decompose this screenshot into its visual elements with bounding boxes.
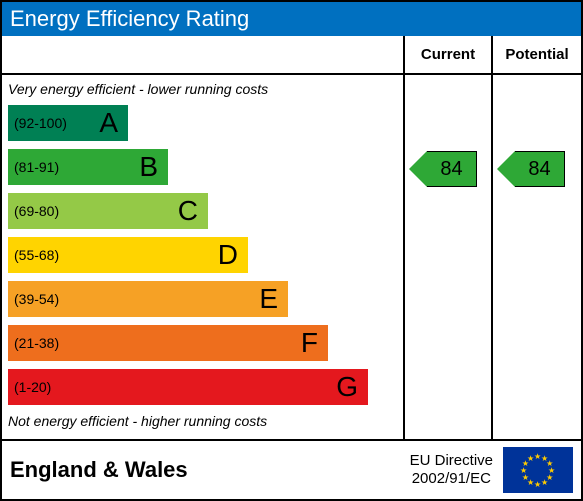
footer-region: England & Wales xyxy=(10,457,410,483)
eu-star-icon: ★ xyxy=(534,480,541,489)
band-range-a: (92-100) xyxy=(8,115,67,131)
eu-flag-icon: ★★★★★★★★★★★★ xyxy=(503,447,573,493)
band-row-a: (92-100) A xyxy=(8,103,403,143)
band-letter-c: C xyxy=(178,195,198,227)
band-bar-a: (92-100) A xyxy=(8,105,128,141)
band-range-d: (55-68) xyxy=(8,247,59,263)
current-value: 84 xyxy=(427,151,477,187)
title-text: Energy Efficiency Rating xyxy=(10,6,249,31)
band-range-c: (69-80) xyxy=(8,203,59,219)
band-row-b: (81-91) B xyxy=(8,147,403,187)
band-range-e: (39-54) xyxy=(8,291,59,307)
footer-directive: EU Directive 2002/91/EC xyxy=(410,452,493,488)
header-potential: Potential xyxy=(493,36,581,73)
potential-column: 84 xyxy=(493,75,581,439)
directive-line1: EU Directive xyxy=(410,452,493,470)
band-letter-e: E xyxy=(259,283,278,315)
band-bar-g: (1-20) G xyxy=(8,369,368,405)
band-letter-b: B xyxy=(139,151,158,183)
footer-row: England & Wales EU Directive 2002/91/EC … xyxy=(2,439,581,499)
band-bar-d: (55-68) D xyxy=(8,237,248,273)
band-row-e: (39-54) E xyxy=(8,279,403,319)
bars-holder: (92-100) A (81-91) B (69-80) C (55-68) D (39-54)… xyxy=(8,103,403,407)
band-range-g: (1-20) xyxy=(8,379,51,395)
note-bottom: Not energy efficient - higher running co… xyxy=(8,411,403,435)
header-row: Current Potential xyxy=(2,36,581,75)
band-range-f: (21-38) xyxy=(8,335,59,351)
note-top: Very energy efficient - lower running co… xyxy=(8,79,403,103)
potential-pointer: 84 xyxy=(497,151,565,187)
band-bar-b: (81-91) B xyxy=(8,149,168,185)
directive-line2: 2002/91/EC xyxy=(410,470,493,488)
title-bar: Energy Efficiency Rating xyxy=(2,2,581,36)
eu-star-icon: ★ xyxy=(527,454,534,463)
header-spacer xyxy=(2,36,405,73)
band-letter-g: G xyxy=(336,371,358,403)
potential-arrow-head-icon xyxy=(497,151,515,187)
band-row-g: (1-20) G xyxy=(8,367,403,407)
current-column: 84 xyxy=(405,75,493,439)
band-row-c: (69-80) C xyxy=(8,191,403,231)
current-arrow-head-icon xyxy=(409,151,427,187)
band-bar-e: (39-54) E xyxy=(8,281,288,317)
band-row-d: (55-68) D xyxy=(8,235,403,275)
body-row: Very energy efficient - lower running co… xyxy=(2,75,581,439)
current-pointer: 84 xyxy=(409,151,477,187)
band-range-b: (81-91) xyxy=(8,159,59,175)
band-letter-d: D xyxy=(218,239,238,271)
band-letter-f: F xyxy=(301,327,318,359)
chart-area: Very energy efficient - lower running co… xyxy=(2,75,405,439)
eu-star-icon: ★ xyxy=(541,478,548,487)
band-bar-f: (21-38) F xyxy=(8,325,328,361)
potential-value: 84 xyxy=(515,151,565,187)
epc-container: Energy Efficiency Rating Current Potenti… xyxy=(0,0,583,501)
band-row-f: (21-38) F xyxy=(8,323,403,363)
band-letter-a: A xyxy=(99,107,118,139)
header-current: Current xyxy=(405,36,493,73)
band-bar-c: (69-80) C xyxy=(8,193,208,229)
